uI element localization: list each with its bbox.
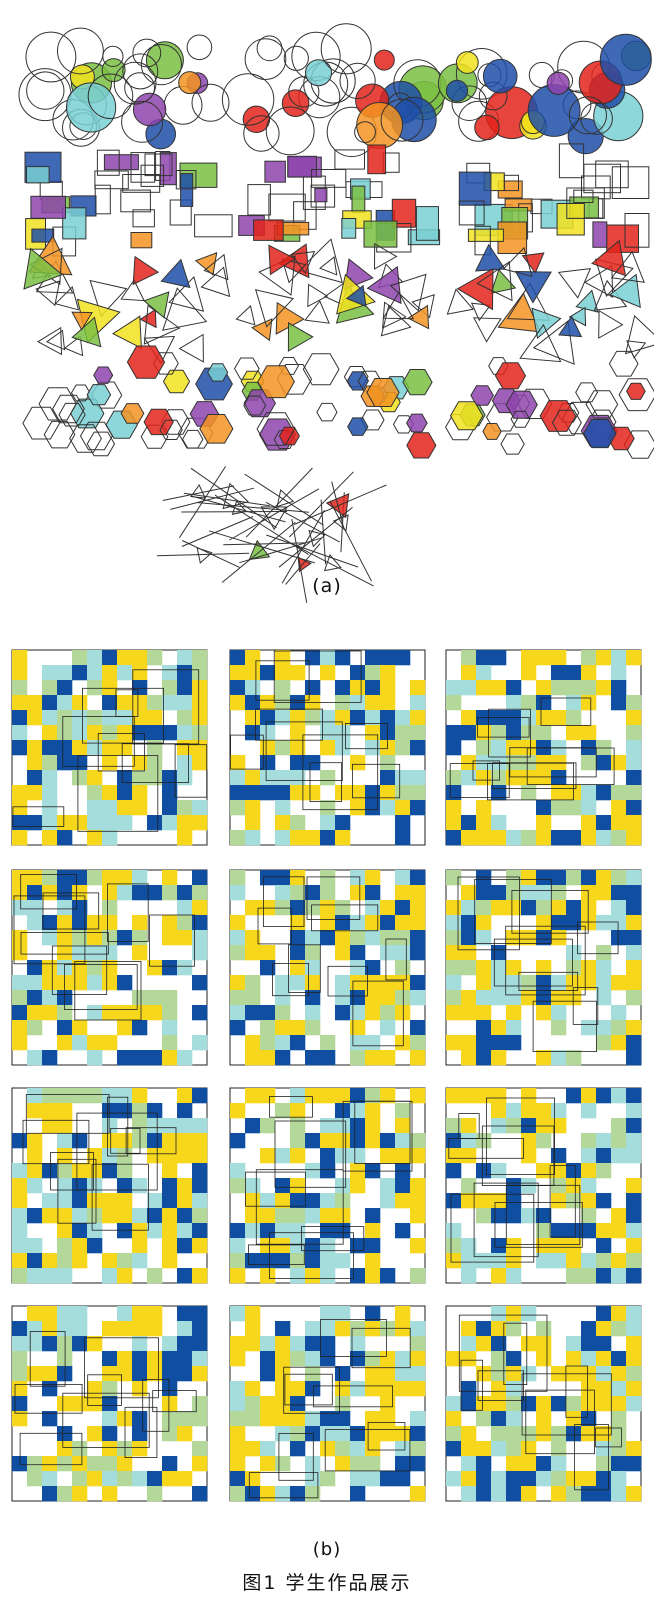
- artwork-triangle-6: [532, 239, 654, 365]
- composition-2-3: [445, 869, 642, 1066]
- artwork-hexagon-1: [22, 366, 138, 457]
- composition-1-1: [11, 649, 208, 846]
- artwork-hexagon-6: [539, 350, 654, 459]
- artwork-triangle-5: [446, 243, 562, 363]
- artwork-square-3: [238, 155, 347, 242]
- artwork-square-4: [334, 144, 441, 253]
- composition-3-1: [11, 1087, 208, 1284]
- artwork-hexagon-4: [343, 366, 437, 459]
- artwork-triangle-3: [235, 238, 343, 352]
- artwork-circle-3: [221, 31, 356, 156]
- artwork-square-6: [540, 143, 650, 253]
- artwork-hexagon-2: [120, 345, 234, 449]
- composition-3-2: [229, 1087, 426, 1284]
- panel-b-label: (b): [312, 1539, 342, 1560]
- artwork-circle-2: [113, 34, 230, 150]
- figure-title: 图1 学生作品展示: [242, 1572, 412, 1594]
- composition-4-2: [229, 1305, 426, 1502]
- composition-2-1: [11, 869, 208, 1066]
- composition-1-2: [229, 649, 426, 846]
- artwork-line-2: [239, 467, 387, 603]
- artwork-hexagon-5: [445, 357, 553, 455]
- artwork-hexagon-3: [233, 353, 340, 451]
- composition-3-3: [445, 1087, 642, 1284]
- artwork-triangle-2: [112, 252, 231, 365]
- composition-4-1: [11, 1305, 208, 1502]
- artwork-square-5: [458, 162, 553, 256]
- artwork-triangle-1: [23, 235, 128, 357]
- panel-a-label: (a): [312, 575, 342, 597]
- artwork-circle-6: [527, 33, 652, 155]
- artwork-triangle-4: [323, 242, 435, 337]
- artwork-circle-4: [320, 23, 447, 157]
- composition-2-2: [229, 869, 426, 1066]
- artwork-square-1: [24, 149, 139, 257]
- composition-1-3: [445, 649, 642, 846]
- artwork-square-2: [120, 151, 233, 249]
- artwork-circle-1: [18, 27, 134, 147]
- composition-4-3: [445, 1305, 642, 1502]
